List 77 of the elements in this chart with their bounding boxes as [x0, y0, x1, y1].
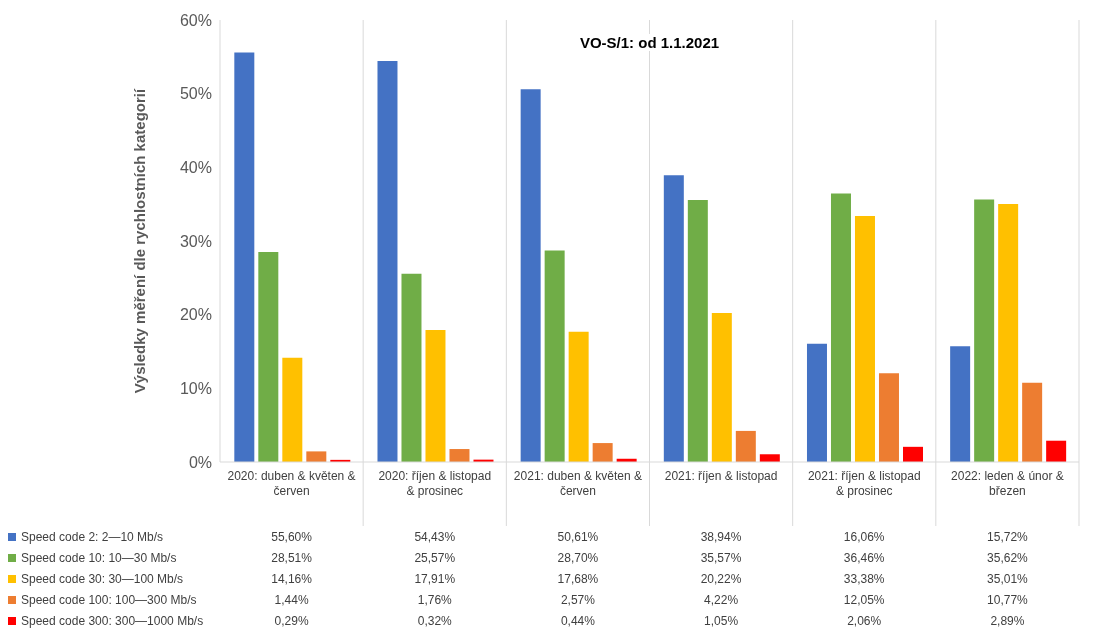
bar	[401, 273, 422, 462]
bar	[1046, 440, 1067, 462]
data-label: 20,22%	[699, 570, 743, 588]
bar	[663, 175, 684, 462]
data-label: 14,16%	[270, 570, 313, 588]
bar	[425, 330, 446, 462]
bar	[234, 52, 255, 462]
legend-label: Speed code 2: 2—10 Mb/s	[20, 528, 165, 546]
bar	[258, 251, 279, 462]
legend-label: Speed code 100: 100—300 Mb/s	[20, 591, 198, 609]
y-tick-label: 20%	[179, 306, 212, 324]
x-tick-label: 2020: duben & květen & červen	[227, 469, 356, 498]
bar	[568, 331, 589, 462]
y-tick-label: 60%	[179, 11, 212, 29]
data-label: 0,29%	[273, 612, 310, 630]
bar	[377, 61, 398, 462]
bar	[974, 199, 995, 462]
data-label: 17,91%	[413, 570, 457, 588]
data-label: 1,44%	[273, 591, 310, 609]
data-label: 54,43%	[413, 528, 457, 546]
y-tick-label: 40%	[179, 159, 212, 177]
bar	[902, 446, 923, 462]
data-label: 1,76%	[416, 591, 453, 609]
bar	[735, 430, 756, 462]
bar	[282, 357, 303, 462]
bar	[759, 454, 780, 462]
annotation: VO-S/1: od 1.1.2021	[559, 34, 740, 51]
y-tick-label: 0%	[188, 453, 212, 471]
x-tick-label: 2021: říjen & listopad & prosinec	[807, 469, 921, 498]
data-label: 1,05%	[703, 612, 740, 630]
data-label: 55,60%	[270, 528, 313, 546]
data-label: 2,57%	[559, 591, 596, 609]
bar	[830, 193, 851, 462]
x-tick-label: 2021: duben & květen & červen	[513, 469, 642, 498]
y-tick-label: 30%	[179, 232, 212, 250]
data-label: 28,70%	[556, 549, 600, 567]
data-label: 35,57%	[699, 549, 743, 567]
data-label: 36,46%	[842, 549, 886, 567]
bar	[1022, 382, 1043, 462]
bar	[950, 346, 971, 462]
data-label: 0,32%	[416, 612, 453, 630]
y-axis-title: Výsledky měření dle rychlostních kategorií	[131, 88, 149, 394]
legend-label: Speed code 30: 30—100 Mb/s	[20, 570, 185, 588]
bar	[592, 443, 613, 462]
data-label: 12,05%	[842, 591, 886, 609]
data-label: 4,22%	[703, 591, 740, 609]
data-label: 28,51%	[270, 549, 313, 567]
bar	[306, 451, 327, 462]
data-label: 38,94%	[699, 528, 743, 546]
data-label: 0,44%	[559, 612, 596, 630]
bar	[449, 449, 470, 462]
bar	[806, 343, 827, 462]
data-label: 25,57%	[413, 549, 457, 567]
legend-label: Speed code 300: 300—1000 Mb/s	[20, 612, 205, 630]
bar	[711, 313, 732, 462]
data-label: 35,01%	[986, 570, 1029, 588]
x-tick-label: 2020: říjen & listopad & prosinec	[378, 469, 492, 498]
data-label: 50,61%	[556, 528, 600, 546]
data-label: 2,89%	[989, 612, 1026, 630]
bar	[544, 250, 565, 462]
data-label: 33,38%	[842, 570, 886, 588]
data-label: 15,72%	[986, 528, 1029, 546]
data-label: 10,77%	[986, 591, 1029, 609]
bar	[687, 199, 708, 462]
legend-label: Speed code 10: 10—30 Mb/s	[20, 549, 178, 567]
data-label: 16,06%	[842, 528, 886, 546]
y-tick-label: 10%	[179, 380, 212, 398]
bar	[854, 216, 875, 462]
bar	[998, 204, 1019, 462]
bar	[878, 373, 899, 462]
data-label: 2,06%	[846, 612, 883, 630]
x-tick-label: 2022: leden & únor & březen	[951, 469, 1064, 498]
data-label: 35,62%	[986, 549, 1029, 567]
y-tick-label: 50%	[179, 85, 212, 103]
data-label: 17,68%	[556, 570, 600, 588]
bar	[520, 89, 541, 462]
x-tick-label: 2021: říjen & listopad	[664, 469, 778, 483]
